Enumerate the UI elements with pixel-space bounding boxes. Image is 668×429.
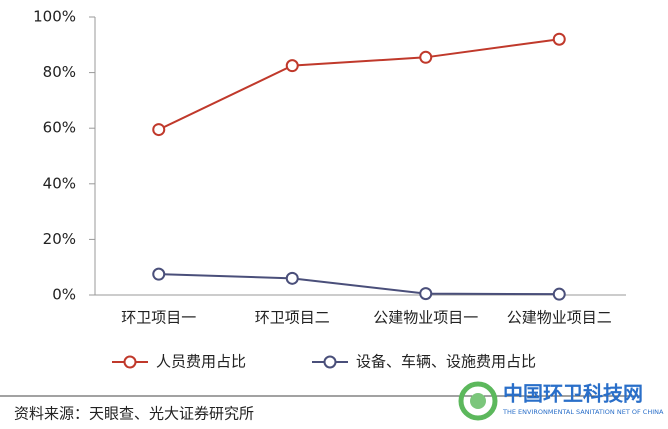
- point: [285, 271, 299, 285]
- legend-marker: [323, 355, 337, 369]
- source-note: 资料来源：天眼查、光大证券研究所: [14, 405, 254, 423]
- legend-label: 设备、车辆、设施费用占比: [356, 353, 536, 371]
- point: [552, 32, 566, 46]
- y-tick-label: 60%: [43, 119, 76, 137]
- logo-core: [470, 393, 486, 409]
- legend-label: 人员费用占比: [156, 353, 246, 371]
- y-tick-label: 20%: [43, 230, 76, 248]
- point: [152, 123, 166, 137]
- x-tick-label: 公建物业项目二: [507, 309, 612, 327]
- y-tick-label: 0%: [52, 286, 76, 304]
- x-tick-label: 环卫项目一: [121, 309, 196, 327]
- point: [552, 287, 566, 301]
- x-tick-label: 环卫项目二: [255, 309, 330, 327]
- point: [285, 59, 299, 73]
- series-line: [158, 38, 560, 131]
- point: [152, 267, 166, 281]
- watermark-subtitle: THE ENVIRONMENTAL SANITATION NET OF CHIN…: [502, 408, 664, 416]
- y-tick-label: 100%: [33, 8, 76, 26]
- watermark-logo: [458, 381, 498, 421]
- watermark-title: 中国环卫科技网: [503, 382, 643, 406]
- point: [419, 287, 433, 301]
- y-tick-label: 40%: [43, 174, 76, 192]
- y-tick-label: 80%: [43, 63, 76, 81]
- x-tick-label: 公建物业项目一: [373, 309, 478, 327]
- logo-ring: [458, 381, 498, 421]
- series-line: [158, 273, 560, 296]
- point: [419, 50, 433, 64]
- legend-marker: [123, 355, 137, 369]
